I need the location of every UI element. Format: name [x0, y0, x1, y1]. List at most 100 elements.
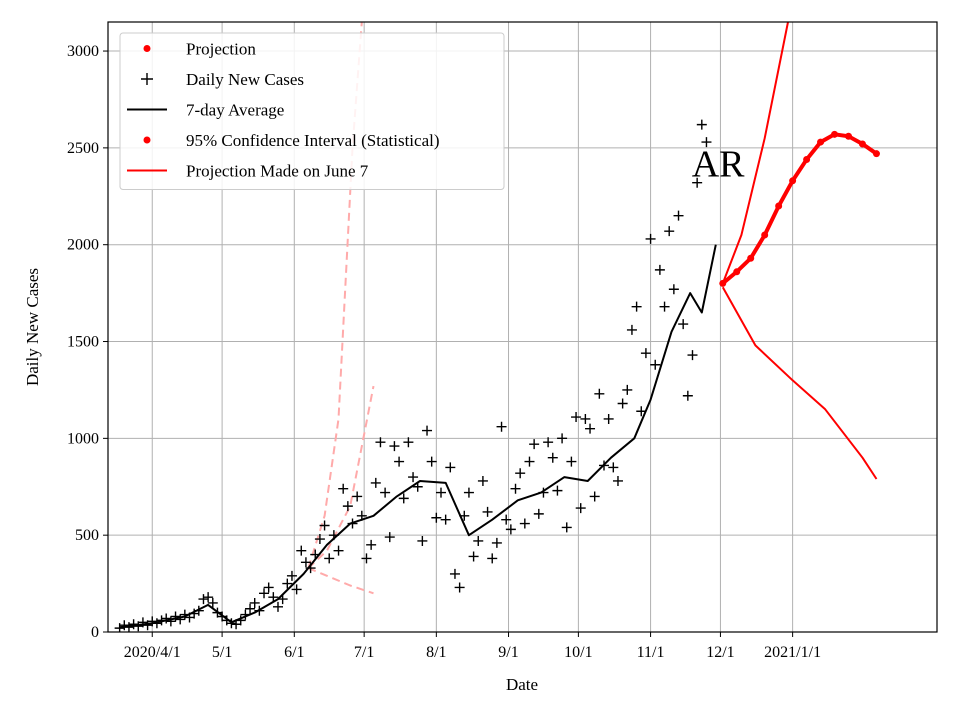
x-axis-ticks: 2020/4/1 5/1 6/1 7/1 8/1 9/1 10/1 11/1 12/1 2021/…	[124, 632, 821, 661]
legend-label: Daily New Cases	[186, 70, 304, 89]
chart-annotation: AR	[692, 143, 745, 185]
data-point-dot	[803, 155, 811, 163]
legend-item: 7-day Average	[127, 101, 284, 120]
data-point-plus	[314, 534, 325, 545]
data-point-plus	[533, 508, 544, 519]
data-point-plus	[193, 605, 204, 616]
x-tick-label: 10/1	[564, 644, 592, 661]
data-point-plus	[645, 233, 656, 244]
data-point-dot	[858, 140, 866, 148]
y-axis-label: Daily New Cases	[23, 268, 42, 386]
y-tick-label: 500	[75, 527, 99, 544]
data-point-plus	[259, 588, 270, 599]
data-point-plus	[612, 475, 623, 486]
data-point-plus	[608, 462, 619, 473]
data-point-plus	[282, 578, 293, 589]
data-point-plus	[626, 324, 637, 335]
series-line-projection-made-on-june-7	[307, 567, 374, 595]
data-point-plus	[165, 616, 176, 627]
data-point-plus	[599, 460, 610, 471]
data-point-plus	[366, 539, 377, 550]
y-tick-label: 1000	[67, 430, 99, 447]
legend-item: Projection Made on June 7	[127, 162, 369, 181]
legend-item: Daily New Cases	[141, 70, 304, 89]
data-point-plus	[538, 487, 549, 498]
data-point-plus	[659, 301, 670, 312]
data-point-plus	[300, 557, 311, 568]
data-point-plus	[510, 483, 521, 494]
data-point-plus	[468, 551, 479, 562]
data-point-plus	[291, 584, 302, 595]
data-point-dot	[789, 177, 797, 185]
data-point-plus	[235, 615, 246, 626]
data-point-plus	[482, 506, 493, 517]
data-point-plus	[440, 514, 451, 525]
data-point-plus	[263, 582, 274, 593]
data-point-plus	[226, 618, 237, 629]
data-point-plus	[529, 439, 540, 450]
x-tick-label: 9/1	[498, 644, 518, 661]
data-point-plus	[333, 545, 344, 556]
data-point-dot	[872, 150, 880, 158]
data-point-plus	[398, 493, 409, 504]
data-point-plus	[678, 319, 689, 330]
data-point-plus	[473, 535, 484, 546]
data-point-plus	[361, 553, 372, 564]
legend-marker-dot	[143, 136, 151, 144]
data-point-plus	[687, 350, 698, 361]
data-point-plus	[454, 582, 465, 593]
legend-label: 95% Confidence Interval (Statistical)	[186, 131, 440, 150]
series-line-95-confidence-interval-statistical	[721, 286, 878, 480]
data-point-dot	[775, 202, 783, 210]
data-point-plus	[370, 477, 381, 488]
legend-item: Projection	[143, 40, 256, 59]
data-point-plus	[594, 388, 605, 399]
data-point-plus	[403, 437, 414, 448]
data-point-plus	[147, 616, 158, 627]
data-point-dot	[845, 132, 853, 140]
x-tick-label: 5/1	[212, 644, 232, 661]
y-tick-label: 2500	[67, 140, 99, 157]
x-tick-label: 12/1	[706, 644, 734, 661]
data-point-plus	[515, 468, 526, 479]
data-point-plus	[389, 441, 400, 452]
data-point-plus	[622, 384, 633, 395]
data-point-plus	[128, 619, 139, 630]
legend-label: 7-day Average	[186, 101, 284, 120]
data-point-plus	[617, 398, 628, 409]
y-tick-label: 1500	[67, 334, 99, 351]
data-point-plus	[496, 421, 507, 432]
y-axis-ticks: 0 500 1000 1500 2000 2500 3000	[67, 43, 108, 641]
data-point-plus	[566, 456, 577, 467]
data-point-plus	[375, 437, 386, 448]
series-line-projection-made-on-june-7	[307, 385, 375, 569]
legend-marker-dot	[143, 45, 151, 52]
data-point-plus	[636, 406, 647, 417]
data-point-dot	[733, 268, 741, 276]
x-tick-label: 2021/1/1	[764, 644, 821, 661]
data-point-plus	[487, 553, 498, 564]
data-point-plus	[412, 481, 423, 492]
x-tick-label: 6/1	[284, 644, 304, 661]
data-point-plus	[347, 518, 358, 529]
data-point-plus	[519, 518, 530, 529]
data-point-plus	[356, 510, 367, 521]
data-point-plus	[245, 603, 256, 614]
data-point-plus	[524, 456, 535, 467]
x-tick-label: 2020/4/1	[124, 644, 181, 661]
data-point-dot	[831, 130, 839, 138]
data-point-plus	[673, 210, 684, 221]
data-point-plus	[296, 545, 307, 556]
data-point-plus	[249, 597, 260, 608]
x-tick-label: 7/1	[354, 644, 374, 661]
y-tick-label: 0	[91, 624, 99, 641]
data-point-plus	[664, 226, 675, 237]
data-point-plus	[561, 522, 572, 533]
data-point-plus	[156, 615, 167, 626]
data-point-plus	[585, 423, 596, 434]
data-point-plus	[459, 510, 470, 521]
data-point-plus	[477, 475, 488, 486]
data-point-plus	[668, 284, 679, 295]
data-point-dot	[817, 138, 825, 146]
data-point-plus	[338, 483, 349, 494]
